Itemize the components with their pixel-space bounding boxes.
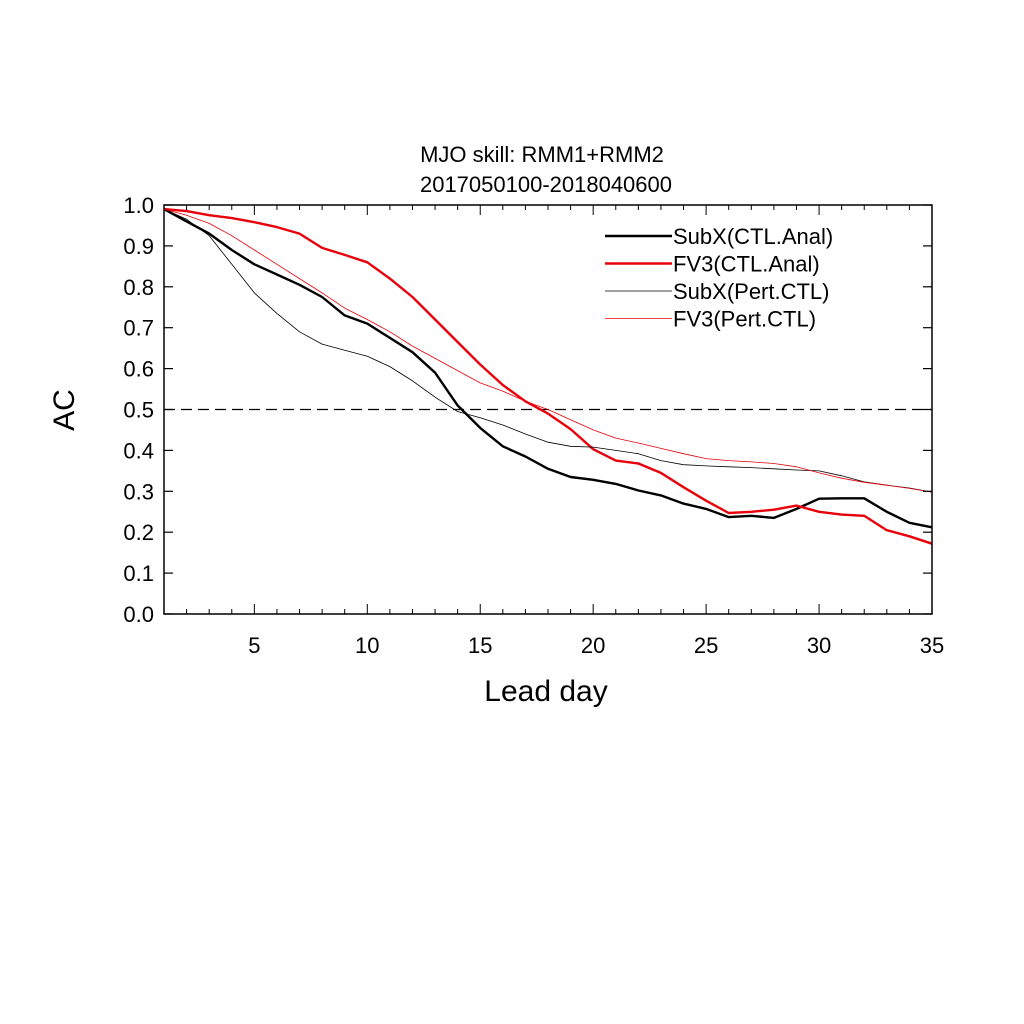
series-line-3 [163, 208, 933, 493]
x-tick-label: 30 [807, 633, 831, 658]
x-tick-label: 20 [581, 633, 605, 658]
x-tick-label: 10 [355, 633, 379, 658]
y-tick-label: 0.9 [123, 234, 154, 259]
y-tick-label: 0.6 [123, 357, 154, 382]
y-axis-title: AC [48, 389, 81, 431]
ticks-layer: 0.0 0.1 0.2 0.3 0.4 0.5 0.6 0.7 0.8 0.9 1.0 5 10 15 20… [123, 193, 944, 658]
x-tick-label: 35 [920, 633, 944, 658]
series-line-0 [163, 208, 933, 529]
x-tick-label: 5 [248, 633, 260, 658]
y-tick-label: 0.4 [123, 438, 154, 463]
y-tick-label: 0.7 [123, 316, 154, 341]
legend: SubX(CTL.Anal) FV3(CTL.Anal)SubX(Pert.CTL… [605, 224, 833, 332]
series-layer [163, 207, 933, 545]
plot-frame [163, 204, 933, 615]
x-axis-title: Lead day [484, 675, 607, 708]
legend-label-3: FV3(Pert.CTL) [673, 307, 816, 332]
series-line-1 [163, 207, 933, 545]
chart-title: MJO skill: RMM1+RMM2 [420, 142, 664, 167]
y-tick-label: 0.2 [123, 520, 154, 545]
x-tick-label: 15 [468, 633, 492, 658]
y-tick-label: 0.8 [123, 275, 154, 300]
x-tick-label: 25 [694, 633, 718, 658]
y-tick-label: 1.0 [123, 193, 154, 218]
y-tick-label: 0.1 [123, 561, 154, 586]
series-line-2 [163, 208, 933, 493]
y-tick-label: 0.0 [123, 602, 154, 627]
y-tick-label: 0.3 [123, 479, 154, 504]
y-tick-label: 0.5 [123, 398, 154, 423]
chart-subtitle: 2017050100-2018040600 [420, 172, 672, 197]
legend-label-1: FV3(CTL.Anal) [673, 252, 820, 277]
legend-label-0: SubX(CTL.Anal) [673, 224, 833, 249]
legend-label-2: SubX(Pert.CTL) [673, 279, 830, 304]
